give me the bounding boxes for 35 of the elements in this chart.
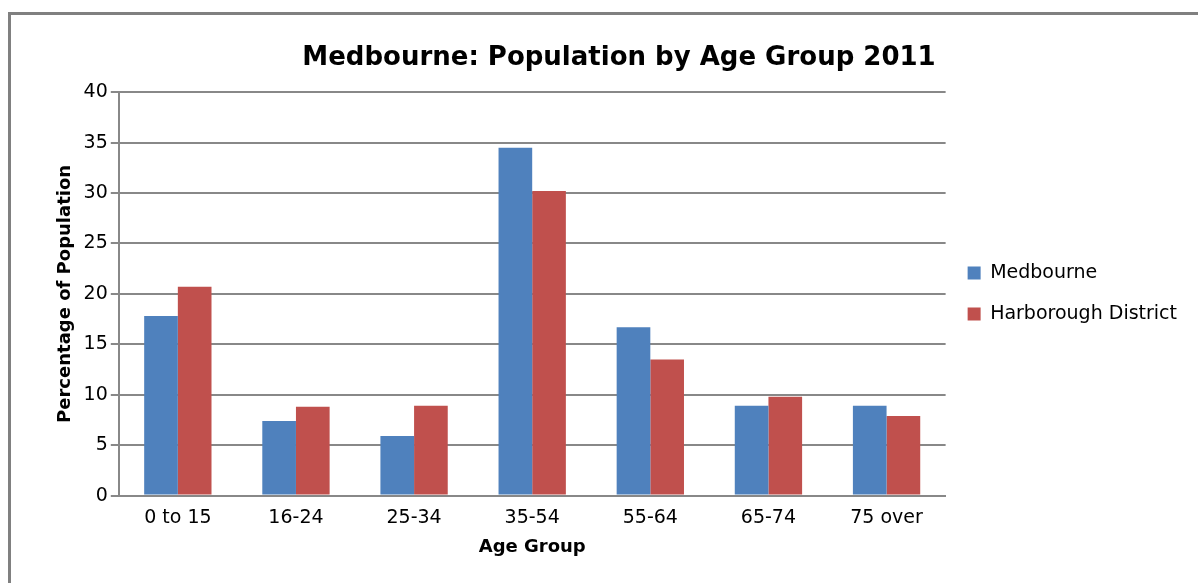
bar <box>532 191 566 495</box>
x-tick-label: 0 to 15 <box>144 504 212 527</box>
bar <box>177 286 212 495</box>
bar <box>498 147 533 495</box>
chart-title: Medbourne: Population by Age Group 2011 <box>302 41 936 72</box>
legend-label: Harborough District <box>990 300 1177 323</box>
bar <box>616 327 651 495</box>
bar <box>414 405 448 495</box>
bar <box>852 405 887 495</box>
x-tick-label: 65-74 <box>740 504 797 527</box>
y-tick-label: 25 <box>83 230 108 253</box>
y-tick-label: 10 <box>83 381 108 404</box>
x-tick-label: 55-64 <box>622 504 678 527</box>
x-tick-label: 16-24 <box>268 504 324 527</box>
y-tick-label: 5 <box>95 432 108 455</box>
bar <box>734 405 769 495</box>
bar <box>886 415 921 495</box>
y-tick-label: 30 <box>83 179 108 202</box>
y-tick-label: 0 <box>95 482 108 505</box>
y-tick-label: 35 <box>83 129 108 152</box>
bar <box>380 436 415 495</box>
bar <box>650 359 684 495</box>
y-tick-label: 40 <box>83 79 108 102</box>
x-tick-label: 35-54 <box>504 504 560 527</box>
x-tick-label: 75 over <box>850 504 924 527</box>
y-axis-title: Percentage of Population <box>53 164 75 423</box>
legend-label: Medbourne <box>990 259 1098 282</box>
x-tick-label: 25-34 <box>386 504 442 527</box>
bar <box>262 420 296 495</box>
x-axis-title: Age Group <box>478 534 586 556</box>
bar <box>768 396 803 495</box>
bar <box>144 316 178 495</box>
bar <box>295 406 330 495</box>
y-tick-label: 20 <box>83 280 108 303</box>
y-tick-label: 15 <box>83 331 108 354</box>
